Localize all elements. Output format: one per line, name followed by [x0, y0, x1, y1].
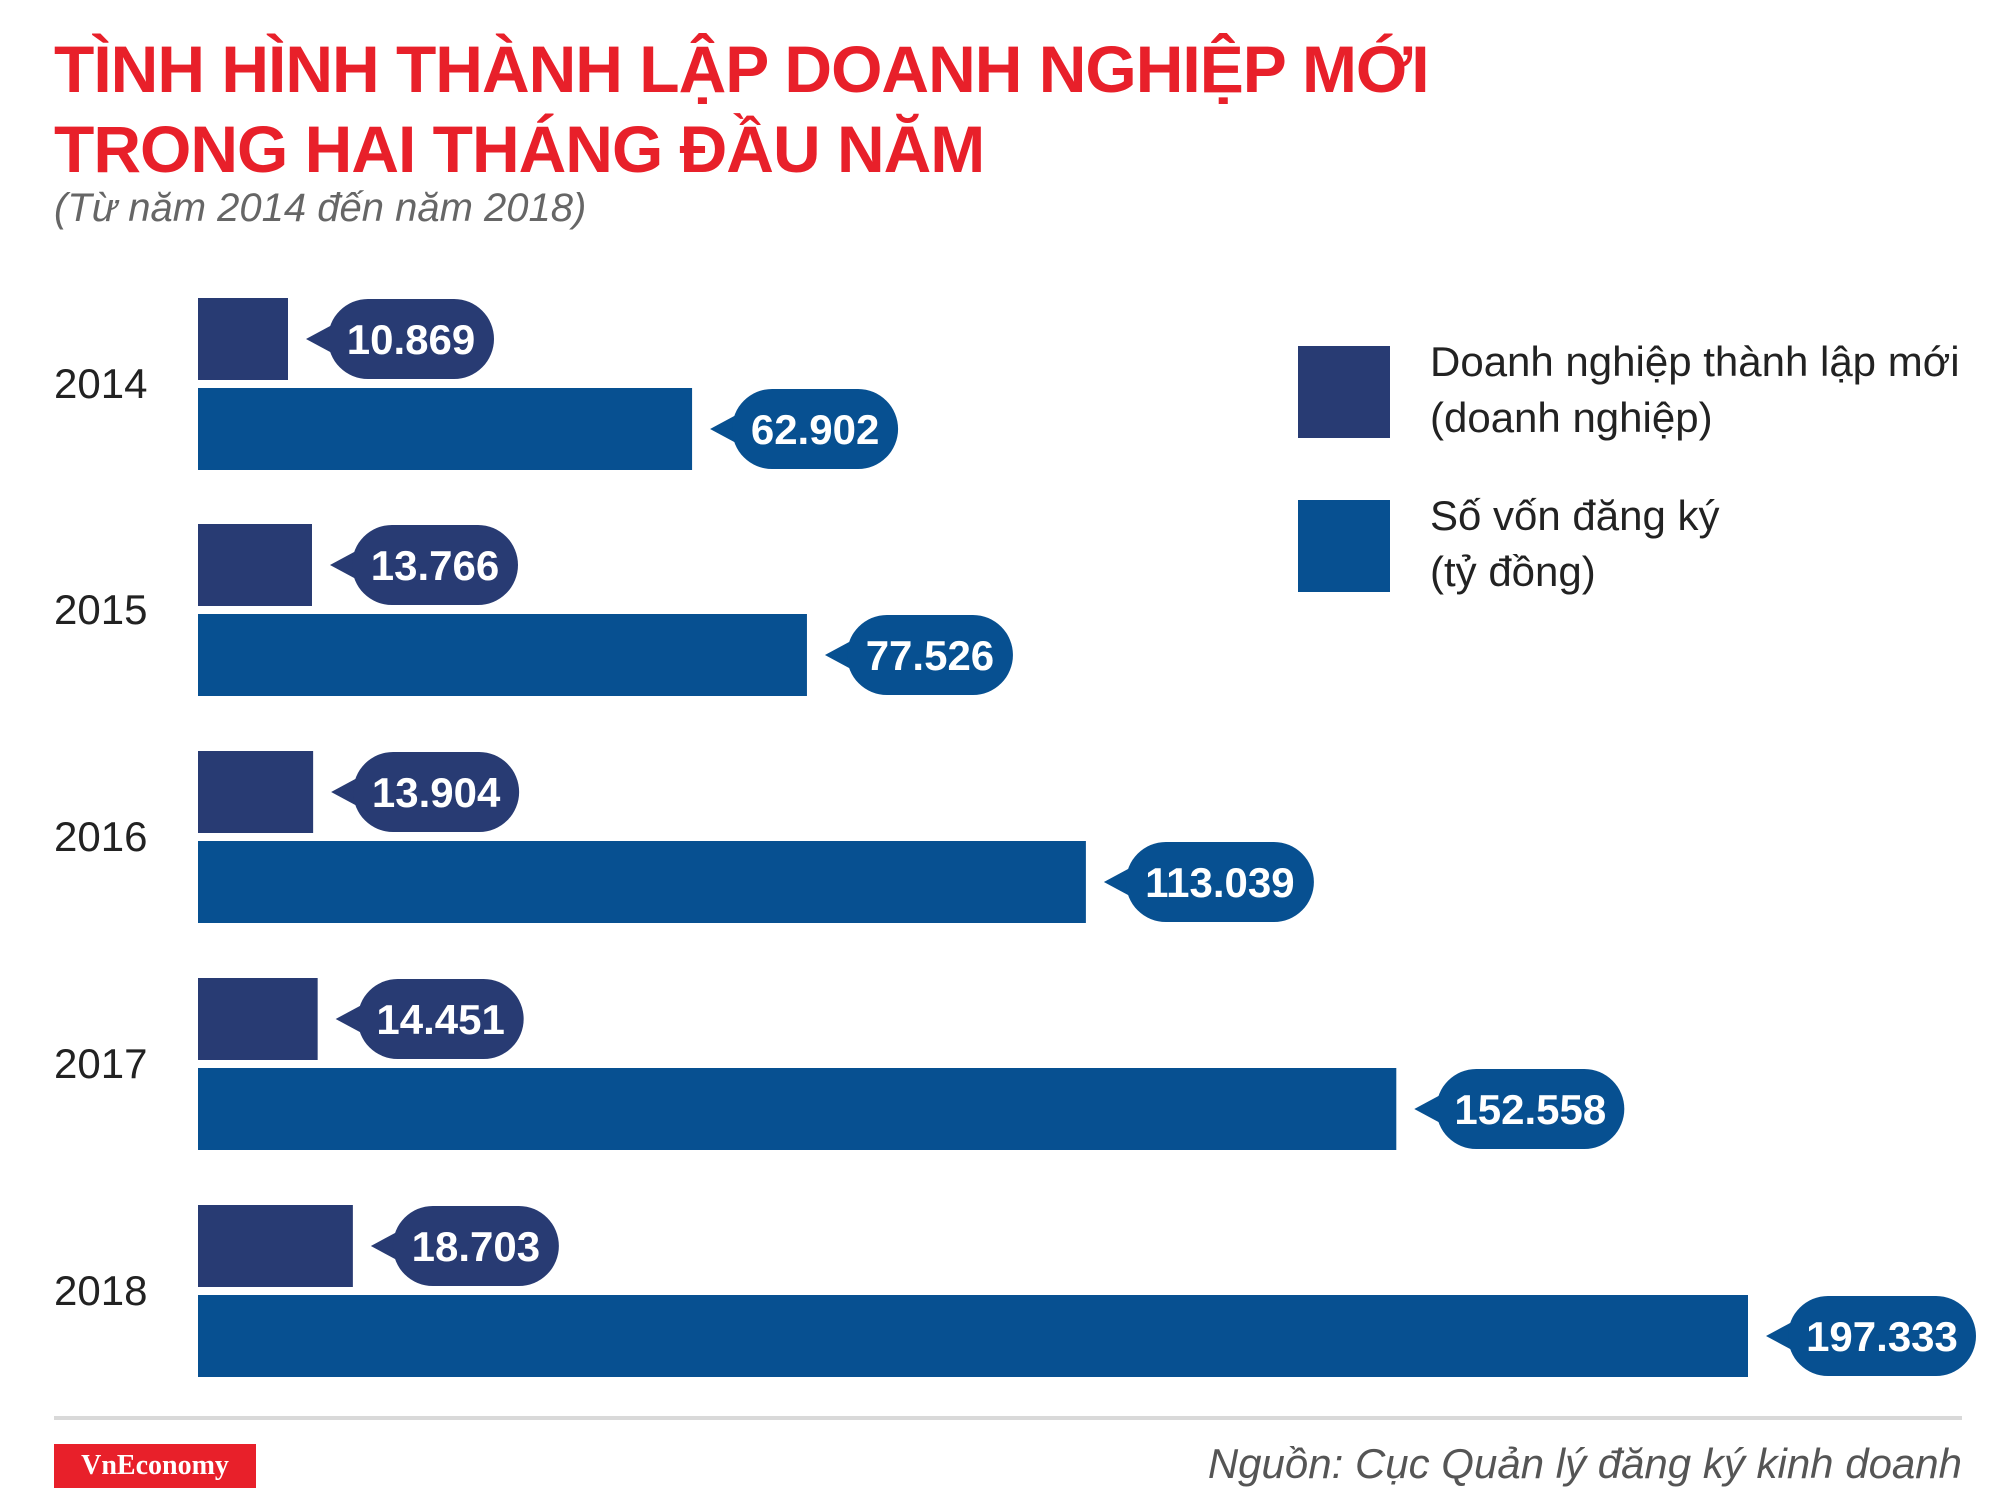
- callout-bubble: [1788, 1296, 1976, 1376]
- callout-pointer: [1103, 868, 1130, 896]
- data-label-capital: 197.333: [1806, 1313, 1958, 1360]
- callout-bubble: [353, 752, 520, 832]
- legend-label-capital-line1: Số vốn đăng ký: [1430, 492, 1720, 539]
- bar-capital: [198, 1295, 1748, 1377]
- bar-capital: [198, 614, 807, 696]
- footer-divider: [54, 1416, 1962, 1420]
- callout-pointer: [1414, 1095, 1441, 1123]
- legend-label-enterprises-line2: (doanh nghiệp): [1430, 394, 1713, 441]
- bar-capital: [198, 841, 1086, 923]
- legend-label-capital: Số vốn đăng ký (tỷ đồng): [1430, 488, 1720, 600]
- bar-chart: 2014 10.869 62.902 2015 13.766 77.526 2016 13.9…: [54, 298, 1976, 1377]
- callout-pointer: [331, 778, 358, 806]
- chart-subtitle: (Từ năm 2014 đến năm 2018): [54, 186, 587, 230]
- vneconomy-logo: VnEconomy: [54, 1444, 256, 1488]
- callout-pointer: [824, 641, 851, 669]
- callout-bubble: [1125, 842, 1314, 922]
- data-label-capital: 152.558: [1454, 1086, 1606, 1133]
- data-label-capital: 62.902: [751, 406, 879, 453]
- bar-enterprises: [198, 524, 312, 606]
- data-label-capital: 77.526: [866, 632, 994, 679]
- callout-pointer: [306, 325, 332, 353]
- data-label-enterprises: 13.766: [371, 542, 499, 589]
- bar-enterprises: [198, 978, 318, 1060]
- callout-bubble: [328, 299, 494, 379]
- year-label: 2016: [54, 813, 147, 860]
- bar-enterprises: [198, 1205, 353, 1287]
- data-label-enterprises: 14.451: [376, 996, 504, 1043]
- callout-bubble: [732, 389, 899, 469]
- callout-bubble: [392, 1206, 559, 1286]
- callout-pointer: [1766, 1322, 1792, 1350]
- callout-bubble: [1436, 1069, 1625, 1149]
- year-label: 2018: [54, 1267, 147, 1314]
- legend-label-enterprises: Doanh nghiệp thành lập mới (doanh nghiệp…: [1430, 334, 1960, 446]
- callout-bubble: [357, 979, 524, 1059]
- bar-capital: [198, 388, 693, 470]
- legend-swatch-enterprises: [1298, 346, 1390, 438]
- callout-pointer: [335, 1005, 362, 1033]
- data-label-capital: 113.039: [1145, 859, 1295, 906]
- bar-enterprises: [198, 751, 314, 833]
- data-label-enterprises: 13.904: [372, 769, 501, 816]
- data-label-enterprises: 10.869: [347, 316, 475, 363]
- year-label: 2015: [54, 586, 147, 633]
- callout-bubble: [351, 525, 518, 605]
- chart-title-line-1: TÌNH HÌNH THÀNH LẬP DOANH NGHIỆP MỚI: [54, 32, 1430, 106]
- source-note: Nguồn: Cục Quản lý đăng ký kinh doanh: [1207, 1440, 1962, 1487]
- bar-enterprises: [198, 298, 288, 380]
- callout-pointer: [329, 551, 356, 579]
- callout-pointer: [710, 415, 737, 443]
- data-label-enterprises: 18.703: [412, 1223, 540, 1270]
- legend-label-enterprises-line1: Doanh nghiệp thành lập mới: [1430, 338, 1960, 385]
- callout-bubble: [846, 615, 1013, 695]
- legend-label-capital-line2: (tỷ đồng): [1430, 548, 1596, 595]
- year-label: 2017: [54, 1040, 147, 1087]
- year-label: 2014: [54, 360, 147, 407]
- legend-swatch-capital: [1298, 500, 1390, 592]
- callout-pointer: [370, 1232, 397, 1260]
- bar-capital: [198, 1068, 1397, 1150]
- chart-title-line-2: TRONG HAI THÁNG ĐẦU NĂM: [54, 112, 985, 186]
